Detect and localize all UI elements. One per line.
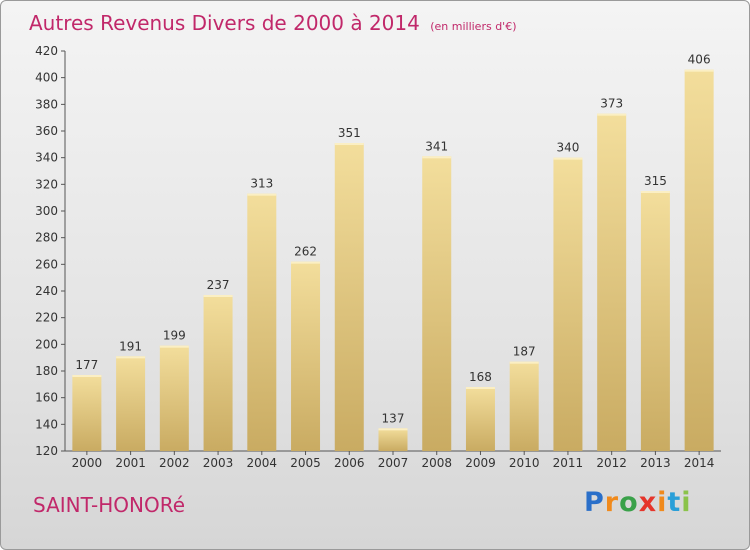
bar: [334, 143, 364, 451]
logo-letter: i: [681, 487, 692, 518]
bar-top: [509, 361, 539, 364]
bar: [116, 356, 146, 451]
x-tick-label: 2001: [115, 456, 146, 470]
x-tick-label: 2005: [290, 456, 321, 470]
logo-letter: r: [604, 487, 620, 518]
y-tick-label: 380: [35, 97, 58, 111]
bar-value-label: 313: [250, 177, 273, 191]
bar: [465, 387, 495, 451]
y-tick-label: 280: [35, 231, 58, 245]
x-tick-label: 2000: [72, 456, 103, 470]
bar: [684, 69, 714, 452]
bar-value-label: 373: [600, 97, 623, 111]
y-tick-label: 360: [35, 124, 58, 138]
bar: [597, 113, 627, 452]
chart-title: Autres Revenus Divers de 2000 à 2014 (en…: [29, 11, 517, 35]
y-tick-label: 120: [35, 444, 58, 458]
bar-value-label: 237: [207, 278, 230, 292]
y-tick-label: 240: [35, 284, 58, 298]
x-tick-label: 2003: [203, 456, 234, 470]
x-tick-label: 2006: [334, 456, 365, 470]
bar-top: [247, 193, 277, 196]
logo-letter: o: [619, 487, 639, 518]
bar: [509, 361, 539, 451]
x-tick-label: 2007: [378, 456, 409, 470]
y-tick-label: 200: [35, 337, 58, 351]
logo-letter: P: [584, 487, 605, 518]
bar-top: [597, 113, 627, 116]
x-tick-label: 2013: [640, 456, 671, 470]
bar-value-label: 199: [163, 329, 186, 343]
bar-value-label: 177: [75, 358, 98, 372]
bar-value-label: 351: [338, 126, 361, 140]
y-tick-label: 260: [35, 257, 58, 271]
bar-top: [422, 156, 452, 159]
x-tick-label: 2004: [247, 456, 278, 470]
x-tick-label: 2011: [553, 456, 584, 470]
x-tick-label: 2012: [596, 456, 627, 470]
bar-value-label: 340: [556, 141, 579, 155]
bar: [72, 375, 102, 451]
bar-top: [378, 428, 408, 431]
bar-value-label: 341: [425, 139, 448, 153]
x-tick-label: 2008: [421, 456, 452, 470]
bar-value-label: 191: [119, 339, 142, 353]
bar-top: [640, 191, 670, 193]
bar-top: [159, 345, 189, 348]
bar-top: [684, 69, 714, 72]
y-tick-label: 320: [35, 177, 58, 191]
bar-value-label: 315: [644, 174, 667, 188]
x-tick-label: 2002: [159, 456, 190, 470]
bar-top: [334, 143, 364, 145]
logo-letter: i: [657, 487, 668, 518]
logo-letter: t: [667, 487, 682, 518]
bar: [640, 191, 670, 451]
bar-value-label: 187: [513, 345, 536, 359]
bar: [203, 295, 233, 451]
chart-title-main: Autres Revenus Divers de 2000 à 2014: [29, 11, 420, 35]
y-tick-label: 220: [35, 311, 58, 325]
x-tick-label: 2014: [684, 456, 715, 470]
bar-top: [465, 387, 495, 389]
proxiti-logo: Proxiti: [584, 487, 692, 518]
y-tick-label: 340: [35, 151, 58, 165]
chart-title-unit: (en milliers d'€): [430, 20, 517, 33]
y-tick-label: 300: [35, 204, 58, 218]
x-tick-label: 2009: [465, 456, 496, 470]
bar: [378, 428, 408, 451]
y-tick-label: 140: [35, 417, 58, 431]
bar: [247, 193, 277, 451]
y-tick-label: 180: [35, 364, 58, 378]
commune-name: SAINT-HONORé: [33, 493, 185, 517]
bar-value-label: 137: [382, 411, 405, 425]
y-tick-label: 420: [35, 44, 58, 58]
bar-top: [72, 375, 102, 377]
bar: [553, 157, 583, 451]
bar-value-label: 262: [294, 245, 317, 259]
bar: [422, 156, 452, 452]
bar-top: [203, 295, 233, 297]
bar: [159, 345, 189, 451]
bar-top: [116, 356, 146, 359]
bar: [291, 261, 321, 451]
bar-top: [553, 157, 583, 160]
bar-value-label: 406: [688, 53, 711, 67]
logo-letter: x: [638, 487, 658, 518]
bar-top: [291, 261, 321, 264]
y-tick-label: 400: [35, 71, 58, 85]
bar-value-label: 168: [469, 370, 492, 384]
y-tick-label: 160: [35, 391, 58, 405]
x-tick-label: 2010: [509, 456, 540, 470]
